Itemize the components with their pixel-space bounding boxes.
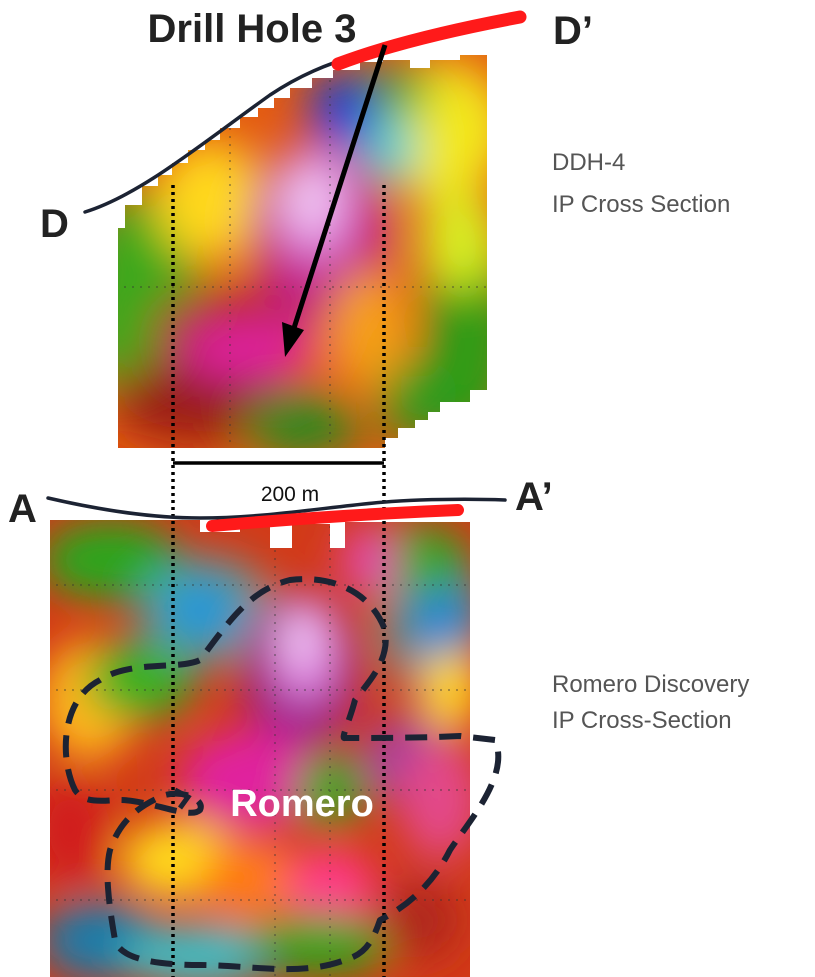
lower-ip-section [50, 520, 470, 977]
d-section-surface-line [83, 56, 352, 214]
section-a-prime-label: A’ [515, 475, 553, 519]
drill-hole-3-trace [331, 10, 527, 71]
drill-hole-arrow [282, 44, 388, 357]
lower-section-caption-line1: Romero Discovery [552, 671, 749, 698]
scale-bar-label: 200 m [261, 483, 319, 506]
lower-section-caption-line2: IP Cross-Section [552, 707, 732, 734]
section-a-label: A [8, 487, 37, 531]
vertical-guide-lines [171, 185, 386, 977]
scale-bar: 200 m [173, 461, 384, 506]
upper-section-caption-line1: DDH-4 [552, 149, 625, 176]
romero-label: Romero [230, 783, 374, 825]
section-d-prime-label: D’ [553, 9, 593, 53]
a-section-surface-line [46, 496, 507, 520]
romero-drill-trace [206, 504, 464, 532]
romero-zone-outline [62, 576, 502, 973]
section-d-label: D [40, 202, 69, 246]
upper-section-caption-line2: IP Cross Section [552, 191, 730, 218]
upper-ip-section [118, 55, 487, 448]
drill-hole-label: Drill Hole 3 [148, 7, 357, 51]
